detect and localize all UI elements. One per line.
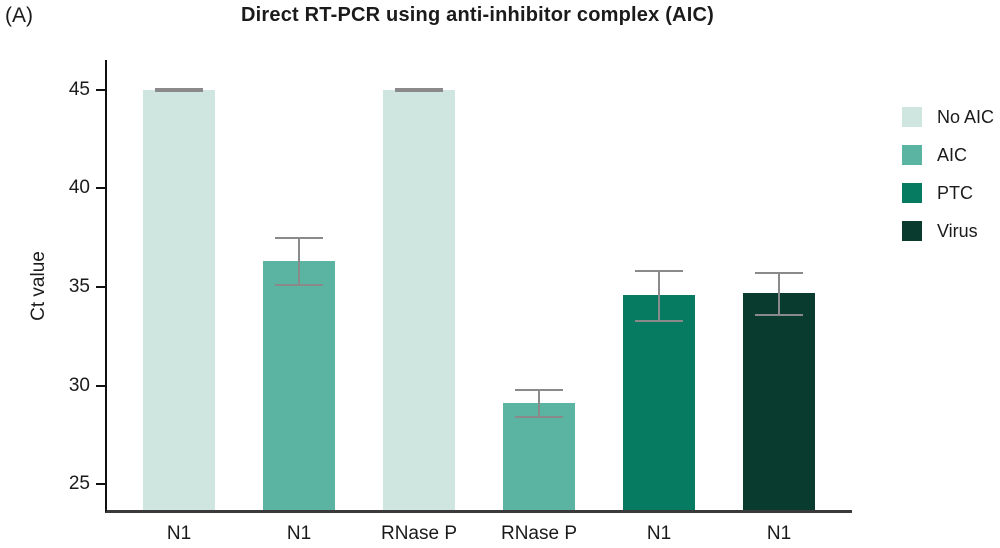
bar bbox=[143, 89, 215, 510]
y-tick-label: 45 bbox=[68, 78, 90, 100]
error-bar-cap-top bbox=[515, 388, 563, 391]
x-tick-label: RNase P bbox=[380, 523, 458, 544]
legend-swatch bbox=[902, 145, 922, 165]
panel-label: (A) bbox=[5, 4, 33, 27]
legend-item: PTC bbox=[902, 183, 994, 203]
y-tick-label: 25 bbox=[68, 473, 90, 495]
error-bar-cap-bottom bbox=[275, 284, 323, 286]
y-tick-label: 35 bbox=[68, 275, 90, 297]
x-tick-label: N1 bbox=[286, 523, 312, 544]
x-tick-label: N1 bbox=[766, 523, 792, 544]
error-bar-line bbox=[658, 271, 660, 321]
bar bbox=[503, 403, 575, 510]
bar bbox=[743, 292, 815, 510]
error-bar-line bbox=[298, 237, 300, 285]
error-bar-cap-bottom bbox=[635, 319, 683, 322]
plot-area: 25 30 35 40 45 N1 N1 RNase P RNase P N1 N1 bbox=[69, 60, 852, 544]
error-bar-line bbox=[538, 389, 540, 418]
error-bar-cap-bottom bbox=[515, 416, 563, 419]
error-bar-cap-bottom bbox=[395, 89, 443, 92]
y-tick-label: 40 bbox=[68, 177, 90, 199]
y-tick-label: 30 bbox=[68, 374, 90, 396]
error-bar-cap-top bbox=[275, 236, 323, 239]
legend-swatch bbox=[902, 183, 922, 203]
y-tick-mark bbox=[96, 88, 105, 91]
legend: No AIC AIC PTC Virus bbox=[902, 107, 994, 259]
y-tick-mark bbox=[96, 384, 105, 387]
error-bar-cap-top bbox=[755, 272, 803, 275]
legend-label: AIC bbox=[937, 144, 968, 165]
bar bbox=[263, 261, 335, 510]
legend-item: AIC bbox=[902, 145, 994, 165]
legend-item: Virus bbox=[902, 221, 994, 241]
error-bar-line bbox=[778, 273, 780, 315]
x-tick-label: N1 bbox=[646, 523, 672, 544]
legend-swatch bbox=[902, 107, 922, 127]
y-tick-mark bbox=[96, 483, 105, 486]
y-tick-mark bbox=[96, 187, 105, 190]
bar bbox=[623, 294, 695, 510]
error-bar-cap-bottom bbox=[755, 313, 803, 316]
x-tick-label: N1 bbox=[166, 523, 192, 544]
error-bar-cap-top bbox=[395, 87, 443, 90]
legend-label: Virus bbox=[937, 220, 978, 241]
legend-label: No AIC bbox=[937, 106, 995, 127]
error-bar-cap-top bbox=[635, 270, 683, 273]
chart-title: Direct RT-PCR using anti-inhibitor compl… bbox=[241, 4, 714, 26]
error-bar-cap-top bbox=[155, 87, 203, 90]
bar bbox=[383, 89, 455, 510]
error-bar-cap-bottom bbox=[155, 89, 203, 92]
x-tick-label: RNase P bbox=[500, 523, 578, 544]
legend-label: PTC bbox=[937, 182, 973, 203]
legend-item: No AIC bbox=[902, 107, 994, 127]
y-tick-mark bbox=[96, 285, 105, 288]
legend-swatch bbox=[902, 221, 922, 241]
